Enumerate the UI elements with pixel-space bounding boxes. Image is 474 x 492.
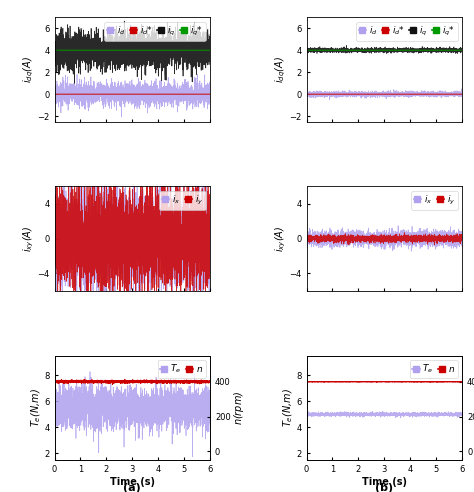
Legend: $i_x$, $i_y$: $i_x$, $i_y$ — [159, 191, 206, 210]
Text: (a): (a) — [123, 483, 141, 492]
Y-axis label: $T_e$(N,m): $T_e$(N,m) — [29, 388, 43, 427]
Y-axis label: $i_{xy}$(A): $i_{xy}$(A) — [22, 225, 36, 252]
Y-axis label: $i_{dq}$(A): $i_{dq}$(A) — [273, 56, 288, 83]
X-axis label: Time (s): Time (s) — [362, 477, 407, 487]
Legend: $i_d$, $i_d$*, $i_q$, $i_q$*: $i_d$, $i_d$*, $i_q$, $i_q$* — [356, 22, 457, 41]
Y-axis label: $T_e$(N,m): $T_e$(N,m) — [282, 388, 295, 427]
Legend: $i_d$, $i_d$*, $i_q$, $i_q$*: $i_d$, $i_d$*, $i_q$, $i_q$* — [104, 22, 206, 41]
Text: (b): (b) — [375, 483, 393, 492]
Legend: $T_e$, $n$: $T_e$, $n$ — [410, 360, 457, 378]
Y-axis label: $i_{xy}$(A): $i_{xy}$(A) — [273, 225, 288, 252]
Y-axis label: $n$(rpm): $n$(rpm) — [232, 391, 246, 425]
Legend: $T_e$, $n$: $T_e$, $n$ — [157, 360, 206, 378]
Y-axis label: $i_{dq}$(A): $i_{dq}$(A) — [22, 56, 36, 83]
X-axis label: Time (s): Time (s) — [110, 477, 155, 487]
Legend: $i_x$, $i_y$: $i_x$, $i_y$ — [411, 191, 457, 210]
